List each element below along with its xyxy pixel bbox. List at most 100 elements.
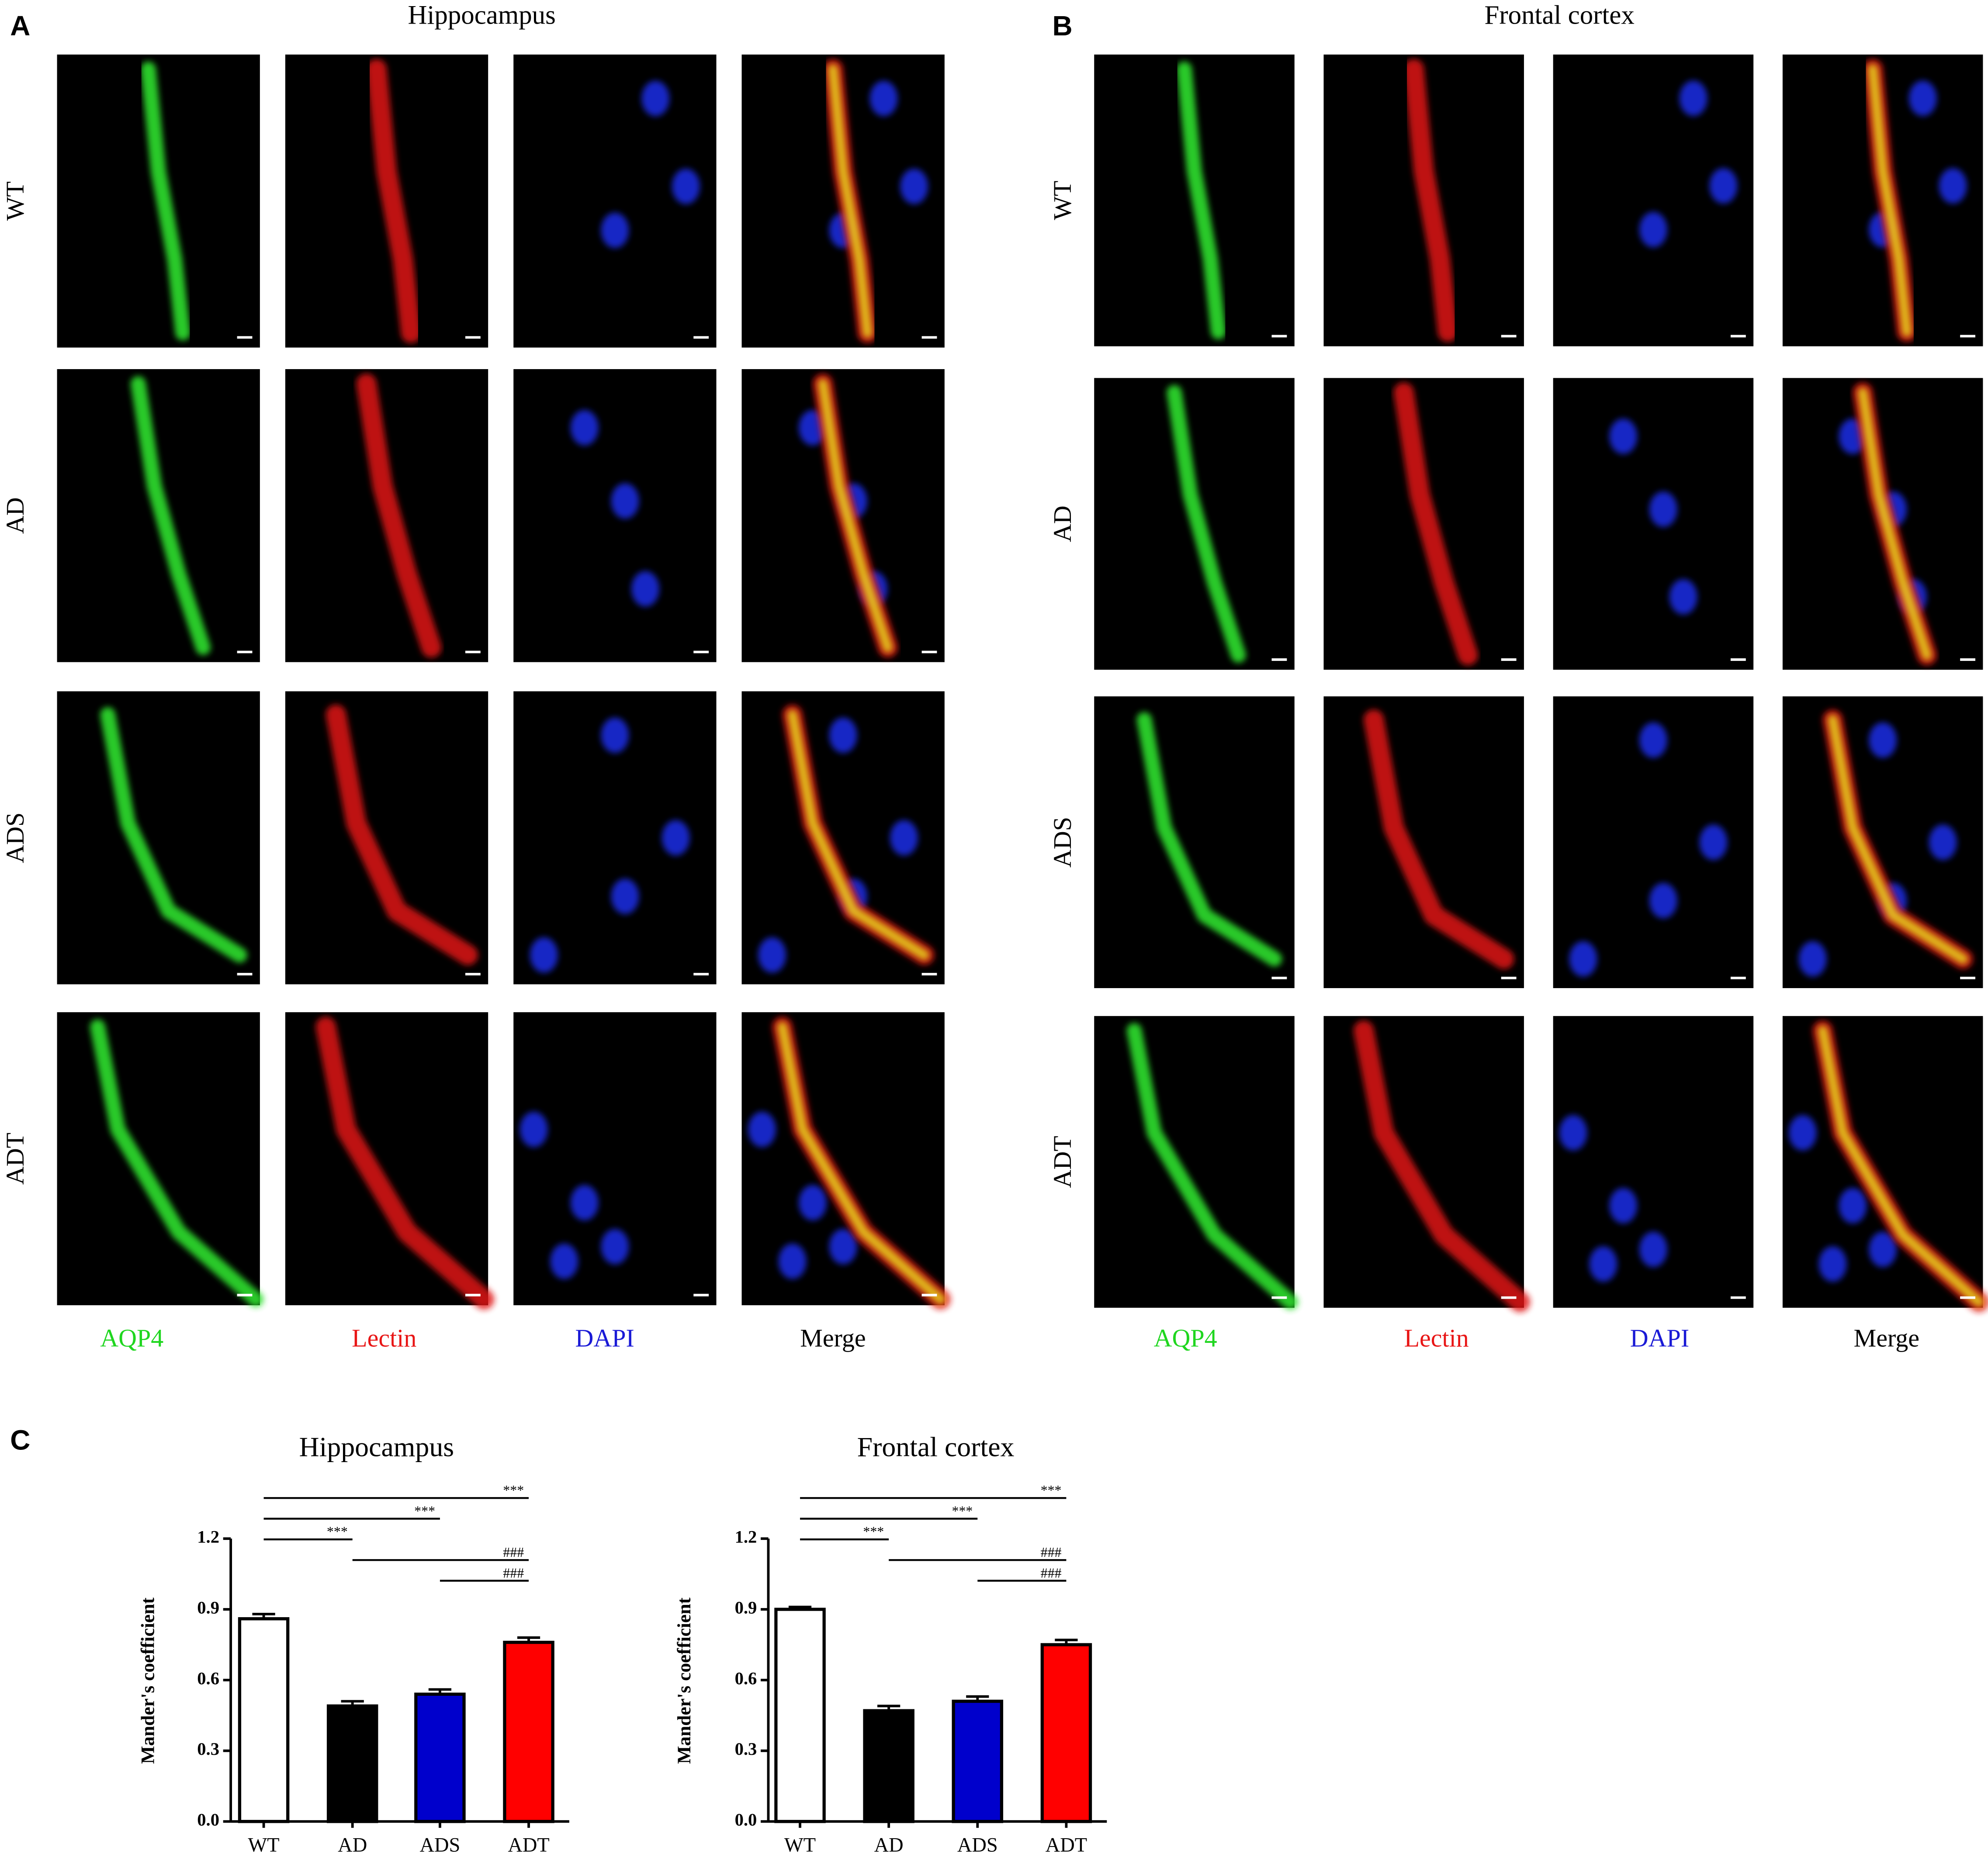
nucleus <box>611 483 639 519</box>
micrograph <box>1782 1016 1988 1312</box>
nucleus <box>601 212 629 248</box>
vessel <box>1857 387 1932 660</box>
nucleus <box>530 937 558 973</box>
nucleus <box>570 1185 599 1221</box>
y-tick-label: 0.3 <box>735 1739 757 1759</box>
nucleus <box>1589 1246 1617 1282</box>
significance-label: *** <box>863 1524 884 1539</box>
nucleus <box>1649 882 1677 919</box>
x-tick-label: ADS <box>957 1834 998 1856</box>
row-label: AD <box>1048 505 1077 542</box>
micrograph <box>513 54 717 348</box>
significance-label: *** <box>327 1524 348 1539</box>
nucleus <box>1939 168 1967 204</box>
micrograph <box>1553 378 1754 670</box>
bar <box>414 1692 466 1823</box>
nucleus <box>550 1243 578 1279</box>
image-background <box>1094 1016 1295 1308</box>
panel-title: Hippocampus <box>408 1 555 30</box>
micrograph <box>513 691 717 985</box>
vessel <box>817 378 893 653</box>
nucleus <box>1709 168 1738 204</box>
vessel <box>1167 385 1246 663</box>
micrograph <box>285 691 488 985</box>
micrograph <box>1553 696 1754 988</box>
micrograph <box>1553 54 1754 346</box>
panel-letter: A <box>10 10 30 41</box>
micrograph <box>285 369 488 662</box>
nucleus <box>1839 1188 1867 1224</box>
channel-label: Lectin <box>1404 1324 1469 1352</box>
micrograph <box>1782 54 1983 346</box>
nucleus <box>869 80 898 117</box>
row-label: WT <box>1048 181 1077 220</box>
x-tick-label: ADT <box>508 1834 549 1856</box>
nucleus <box>758 937 786 973</box>
nucleus <box>662 820 690 856</box>
vessel <box>366 59 421 343</box>
y-tick-label: 1.2 <box>197 1527 219 1546</box>
nucleus <box>1639 1231 1667 1267</box>
nucleus <box>1798 941 1827 977</box>
vessel <box>1126 1023 1298 1310</box>
micrograph <box>57 1012 263 1307</box>
nucleus <box>829 1229 857 1265</box>
nucleus <box>672 169 700 204</box>
image-background <box>1553 378 1754 670</box>
nucleus <box>829 717 857 753</box>
nucleus <box>631 571 659 607</box>
micrograph <box>285 1012 495 1310</box>
nucleus <box>1679 80 1707 116</box>
nucleus <box>1669 579 1697 615</box>
y-tick-label: 0.3 <box>197 1739 219 1759</box>
y-tick-label: 0.9 <box>197 1598 219 1617</box>
bar <box>326 1704 378 1823</box>
nucleus <box>520 1111 548 1148</box>
panel-letter: C <box>10 1424 30 1456</box>
channel-label: DAPI <box>1630 1324 1689 1352</box>
micrograph <box>741 691 945 985</box>
channel-label: AQP4 <box>1154 1324 1217 1352</box>
nucleus <box>1908 80 1937 116</box>
panel-letter: B <box>1052 10 1072 41</box>
row-label: AD <box>1 497 29 534</box>
bar <box>774 1608 826 1823</box>
micrograph <box>1782 378 1983 670</box>
channel-label: Merge <box>800 1324 866 1352</box>
image-background <box>1323 1016 1524 1308</box>
chart-title: Frontal cortex <box>857 1432 1015 1463</box>
micrograph <box>57 54 260 348</box>
vessel <box>326 704 478 965</box>
bar <box>952 1699 1004 1823</box>
y-axis-label: Mander's coefficient <box>674 1597 695 1764</box>
nucleus <box>1609 418 1638 454</box>
nucleus <box>1639 211 1667 248</box>
image-background <box>57 1012 260 1305</box>
image-background <box>285 1012 488 1305</box>
y-tick-label: 0.6 <box>735 1668 757 1688</box>
nucleus <box>799 1185 827 1221</box>
nucleus <box>1929 824 1957 860</box>
micrograph <box>513 1012 717 1305</box>
x-tick-label: ADT <box>1046 1834 1087 1856</box>
micrograph <box>741 1012 951 1310</box>
significance-label: ### <box>503 1565 524 1580</box>
micrograph <box>285 54 488 348</box>
panel-title: Frontal cortex <box>1484 1 1634 30</box>
x-tick-label: AD <box>338 1834 367 1856</box>
nucleus <box>1788 1115 1817 1151</box>
significance-label: *** <box>414 1503 435 1518</box>
nucleus <box>641 80 670 117</box>
nucleus <box>1869 1231 1897 1267</box>
significance-label: *** <box>503 1483 524 1498</box>
micrograph <box>1323 54 1524 346</box>
significance-label: *** <box>1041 1483 1062 1498</box>
vessel <box>1136 712 1282 967</box>
image-background <box>57 691 260 985</box>
vessel <box>1867 64 1912 337</box>
vessel <box>1403 59 1458 342</box>
micrograph <box>1553 1016 1754 1308</box>
y-tick-label: 0.0 <box>197 1810 219 1829</box>
x-tick-label: ADS <box>419 1834 460 1856</box>
